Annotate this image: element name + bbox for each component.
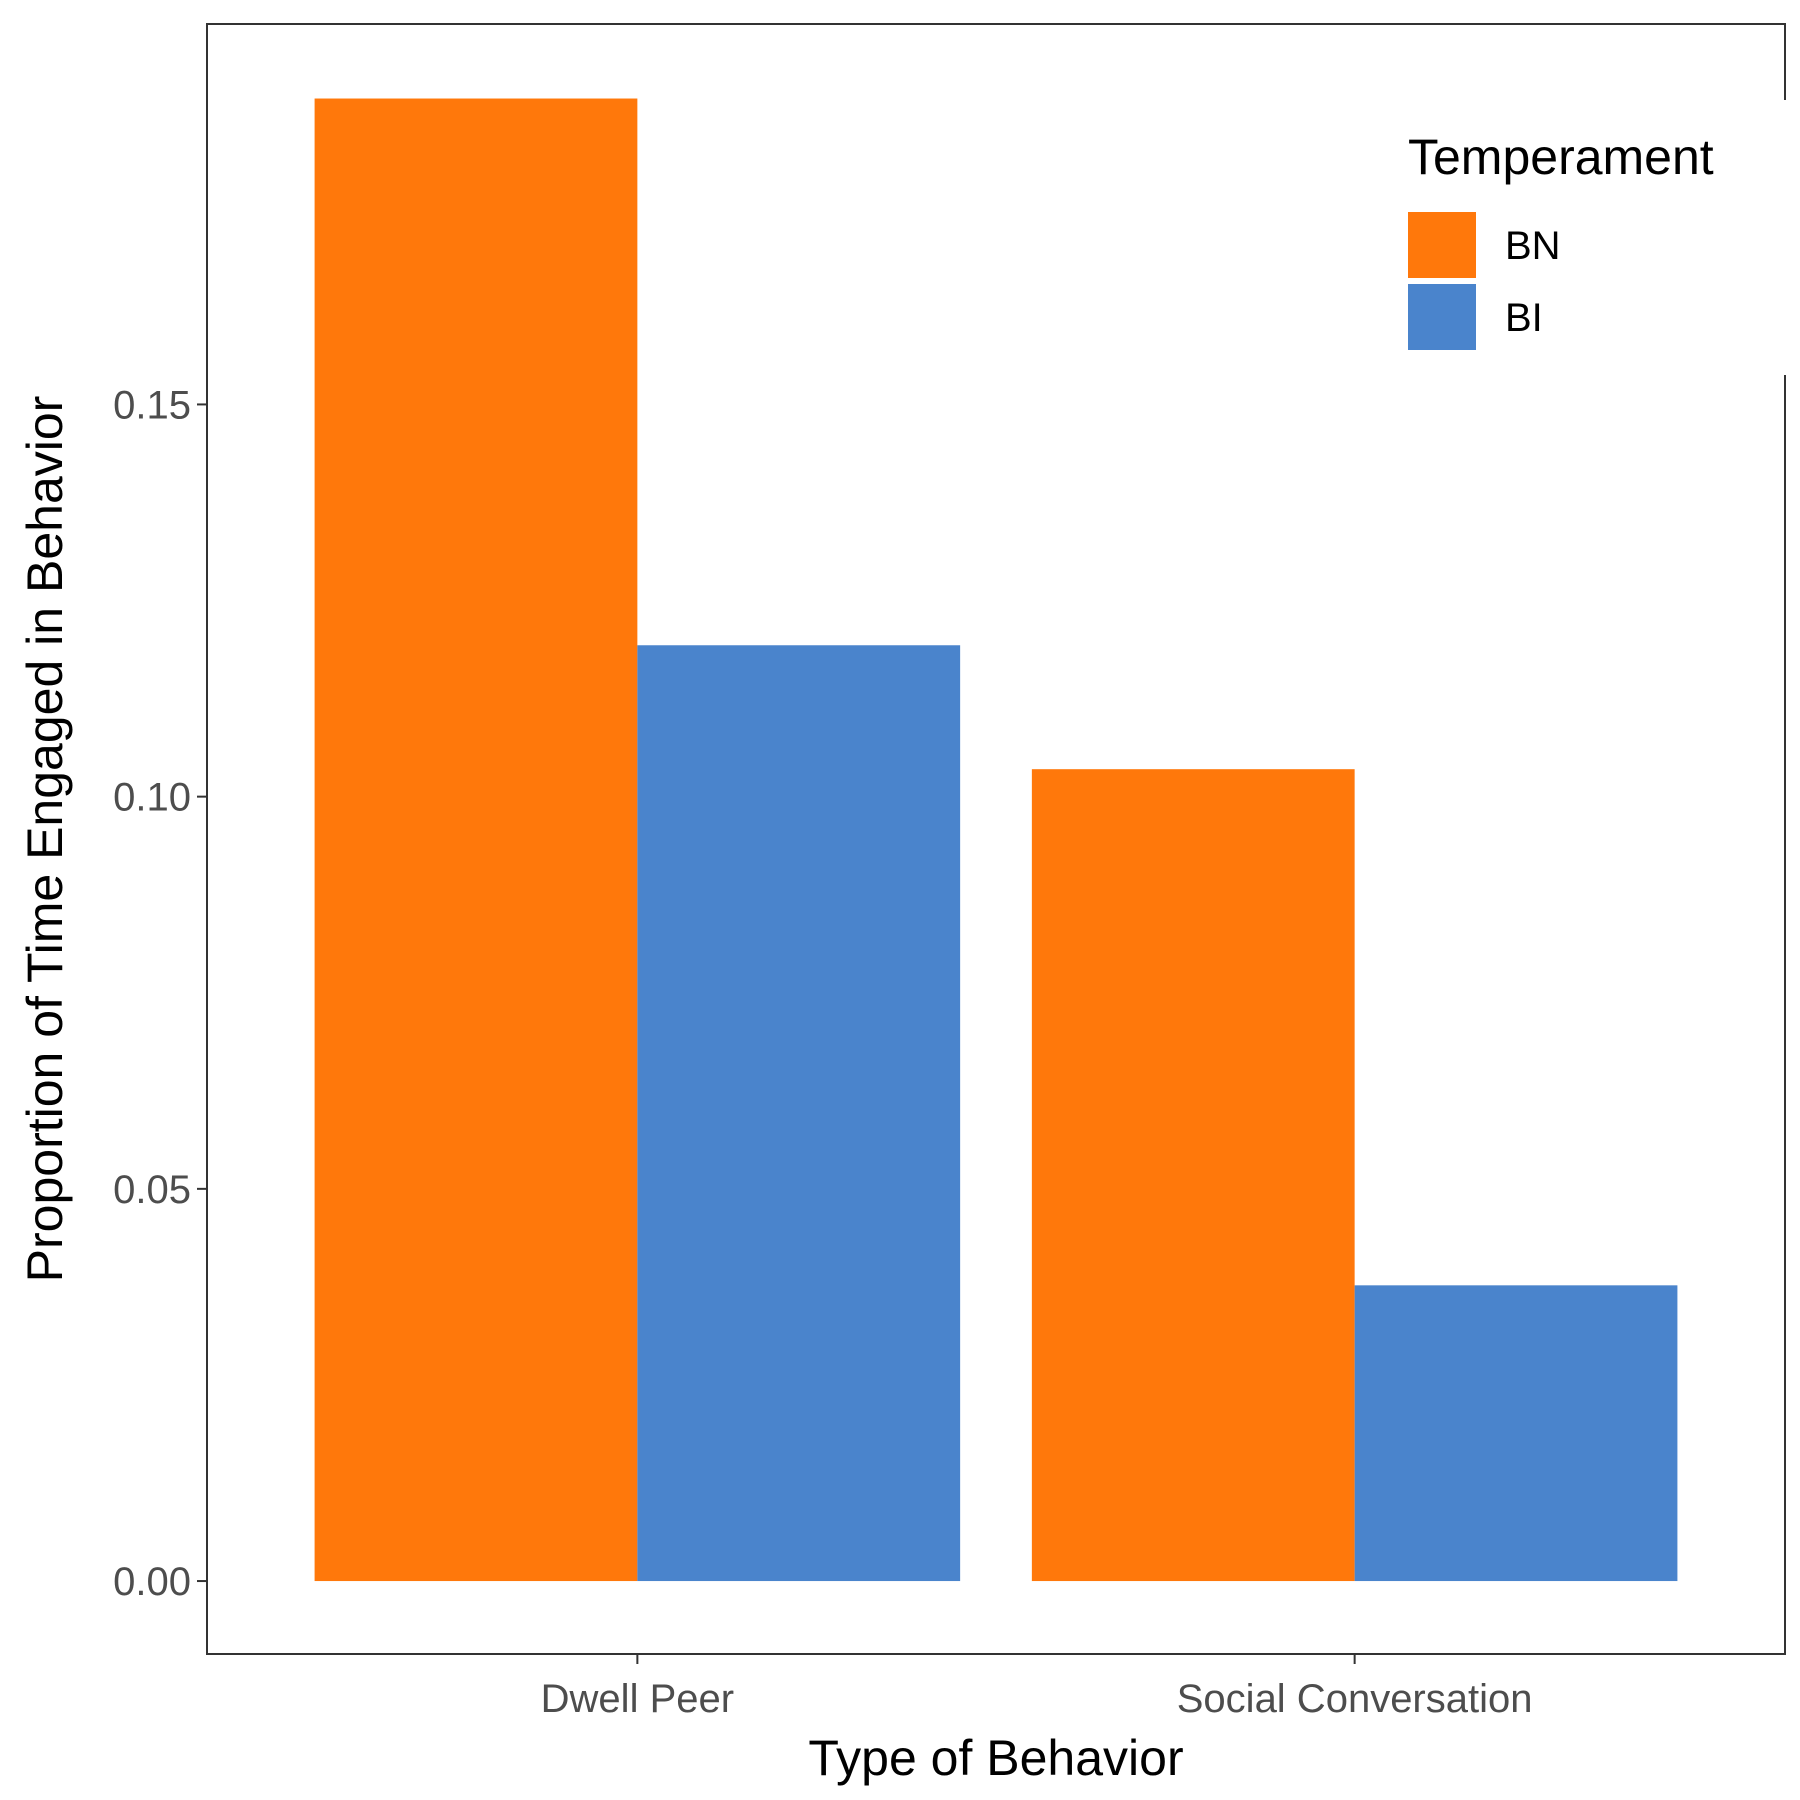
bar-bn-2 xyxy=(1031,769,1355,1582)
y-tick-label: 0.15 xyxy=(113,383,191,427)
x-tick-label: Social Conversation xyxy=(1177,1677,1533,1721)
legend-key-bi xyxy=(1408,284,1476,350)
legend-key-bn xyxy=(1408,212,1476,278)
legend: Temperament BN BI xyxy=(1392,100,1800,375)
y-axis-title: Proportion of Time Engaged in Behavior xyxy=(17,396,73,1283)
legend-title: Temperament xyxy=(1408,129,1714,185)
bars-group xyxy=(314,98,1678,1582)
y-axis: 0.00 0.05 0.10 0.15 xyxy=(113,383,207,1604)
y-tick-label: 0.10 xyxy=(113,776,191,820)
x-axis: Dwell Peer Social Conversation xyxy=(541,1654,1533,1721)
bar-bi-2 xyxy=(1354,1285,1678,1582)
x-tick-label: Dwell Peer xyxy=(541,1677,734,1721)
x-axis-title: Type of Behavior xyxy=(808,1730,1183,1786)
bar-bn-1 xyxy=(314,98,638,1582)
y-tick-label: 0.05 xyxy=(113,1168,191,1212)
legend-label-bi: BI xyxy=(1505,296,1543,340)
legend-label-bn: BN xyxy=(1505,224,1561,268)
y-tick-label: 0.00 xyxy=(113,1560,191,1604)
bar-bi-1 xyxy=(637,645,961,1582)
legend-items: BN BI xyxy=(1408,212,1561,350)
